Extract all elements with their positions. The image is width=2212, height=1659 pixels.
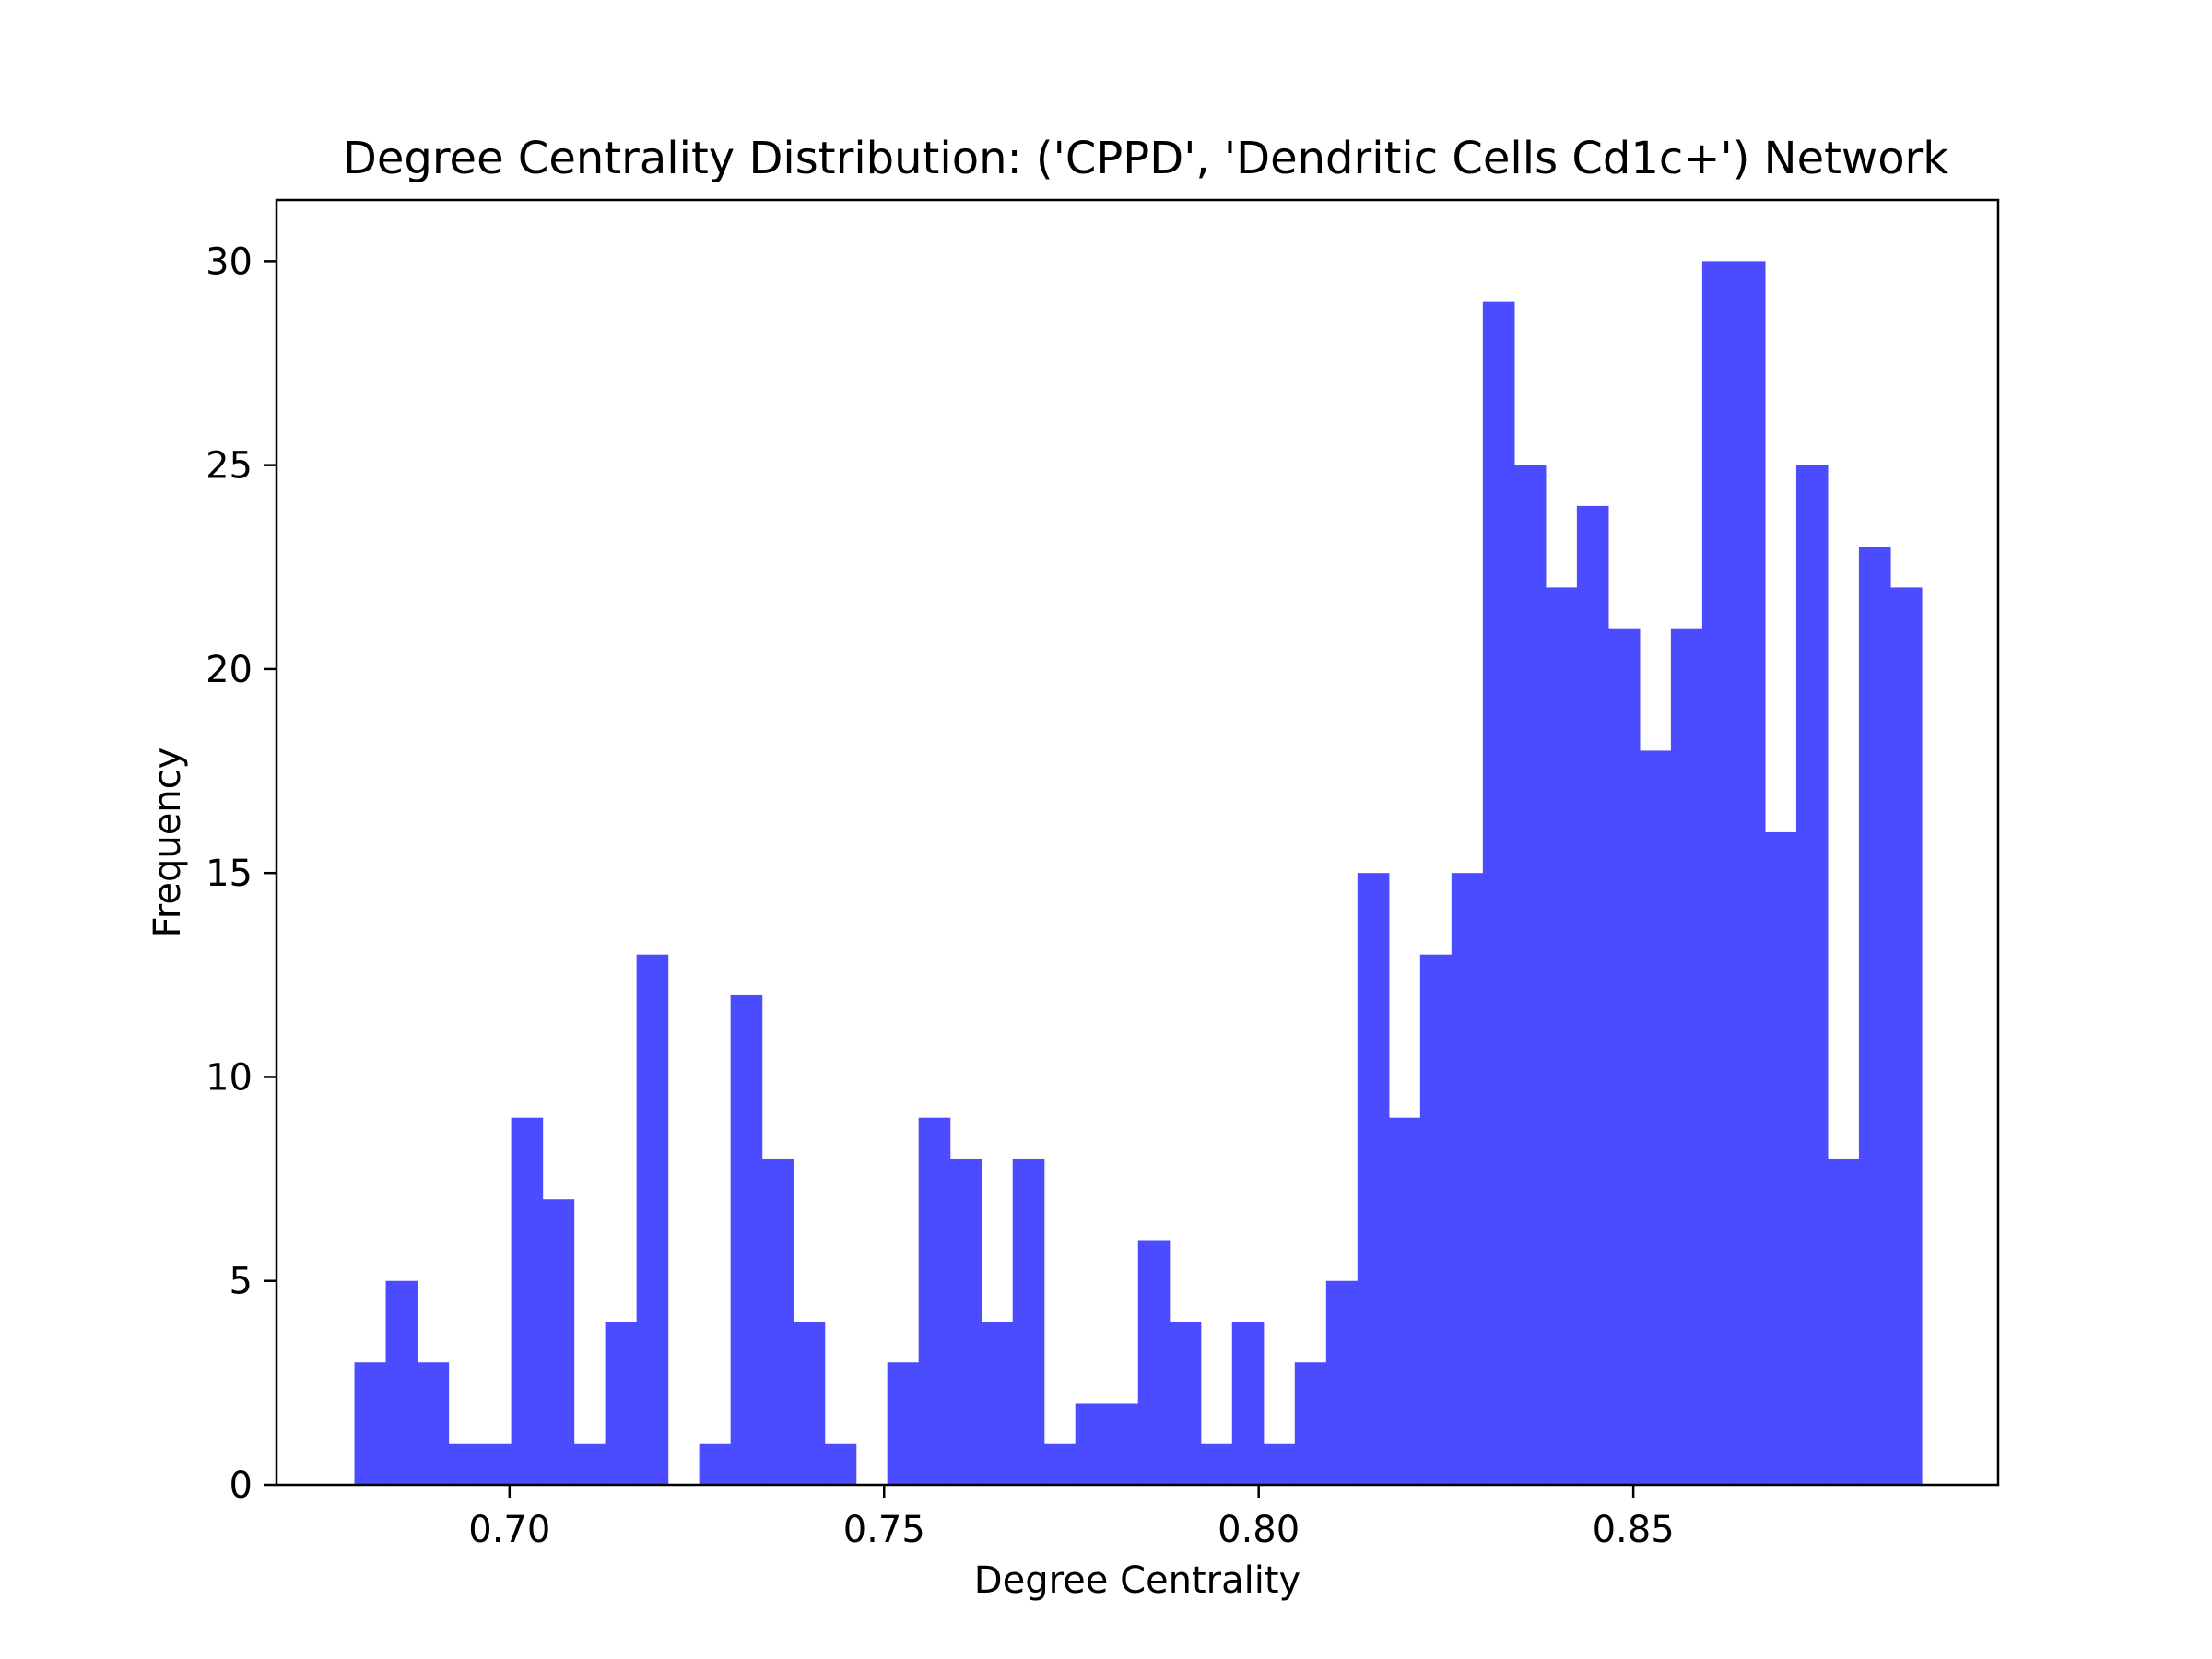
histogram-bar bbox=[1419, 954, 1453, 1485]
histogram-bar bbox=[981, 1321, 1014, 1485]
histogram-bar bbox=[1639, 750, 1672, 1485]
histogram-bar bbox=[1607, 628, 1641, 1485]
x-tick-label: 0.70 bbox=[468, 1509, 550, 1551]
y-tick-label: 20 bbox=[206, 649, 253, 691]
histogram-bar bbox=[1513, 465, 1547, 1485]
histogram-bar bbox=[1200, 1443, 1233, 1485]
y-tick-label: 15 bbox=[206, 853, 253, 895]
histogram-bar bbox=[1670, 628, 1703, 1485]
histogram-bar bbox=[793, 1321, 826, 1485]
histogram-bar bbox=[479, 1443, 512, 1485]
histogram-bar bbox=[1733, 261, 1766, 1485]
histogram-bar bbox=[1263, 1443, 1296, 1485]
histogram-bar bbox=[949, 1158, 982, 1485]
histogram-bar bbox=[1137, 1240, 1171, 1485]
histogram-bar bbox=[511, 1117, 544, 1485]
histogram-bar bbox=[730, 994, 763, 1485]
histogram-bar bbox=[636, 954, 669, 1485]
histogram-bar bbox=[1012, 1158, 1045, 1485]
y-tick-label: 25 bbox=[206, 445, 253, 488]
y-tick-label: 30 bbox=[206, 241, 253, 283]
histogram-bar bbox=[918, 1117, 951, 1485]
x-tick-label: 0.80 bbox=[1218, 1509, 1300, 1551]
histogram-bar bbox=[1075, 1403, 1108, 1485]
histogram-bar bbox=[761, 1158, 794, 1485]
histogram-bar bbox=[1701, 261, 1735, 1485]
y-tick-label: 0 bbox=[229, 1465, 253, 1507]
y-tick-label: 5 bbox=[229, 1261, 253, 1303]
plot-area-frame bbox=[275, 198, 2000, 1487]
chart-title: Degree Centrality Distribution: ('CPPD',… bbox=[343, 133, 1948, 184]
histogram-bar bbox=[1827, 1158, 1860, 1485]
histogram-bar bbox=[354, 1362, 387, 1485]
y-tick-label: 10 bbox=[206, 1056, 253, 1099]
histogram-bar bbox=[699, 1443, 732, 1485]
histogram-bar bbox=[1482, 301, 1515, 1485]
histogram-bar bbox=[1889, 587, 1923, 1485]
x-tick-label: 0.85 bbox=[1593, 1509, 1675, 1551]
histogram-bar bbox=[1043, 1443, 1077, 1485]
bars-group bbox=[354, 261, 1923, 1485]
y-axis-label: Frequency bbox=[147, 747, 189, 938]
histogram-bar bbox=[1106, 1403, 1139, 1485]
histogram-bar bbox=[573, 1443, 606, 1485]
x-axis-ticks: 0.70 0.75 0.80 0.85 bbox=[468, 1485, 1675, 1551]
histogram-bar bbox=[417, 1362, 450, 1485]
histogram-bar bbox=[605, 1321, 638, 1485]
y-axis-ticks: 0 5 10 15 20 25 30 bbox=[206, 241, 276, 1507]
histogram-bar bbox=[542, 1199, 575, 1485]
x-tick-label: 0.75 bbox=[843, 1509, 925, 1551]
histogram-bar bbox=[1169, 1321, 1202, 1485]
histogram-bar bbox=[887, 1362, 920, 1485]
histogram-bar bbox=[385, 1280, 418, 1485]
histogram-bar bbox=[1325, 1280, 1359, 1485]
histogram-bar bbox=[1764, 831, 1797, 1485]
histogram-bar bbox=[1294, 1362, 1327, 1485]
histogram-bar bbox=[1388, 1117, 1421, 1485]
histogram-bar bbox=[1545, 587, 1578, 1485]
histogram-bar bbox=[448, 1443, 481, 1485]
x-axis-label: Degree Centrality bbox=[974, 1559, 1300, 1602]
histogram-bar bbox=[824, 1443, 857, 1485]
histogram-bar bbox=[1858, 547, 1891, 1485]
histogram-bar bbox=[1231, 1321, 1265, 1485]
histogram-bar bbox=[1451, 873, 1484, 1485]
histogram-bar bbox=[1795, 465, 1829, 1485]
histogram-bar bbox=[1576, 505, 1609, 1485]
histogram-bar bbox=[1357, 873, 1390, 1485]
